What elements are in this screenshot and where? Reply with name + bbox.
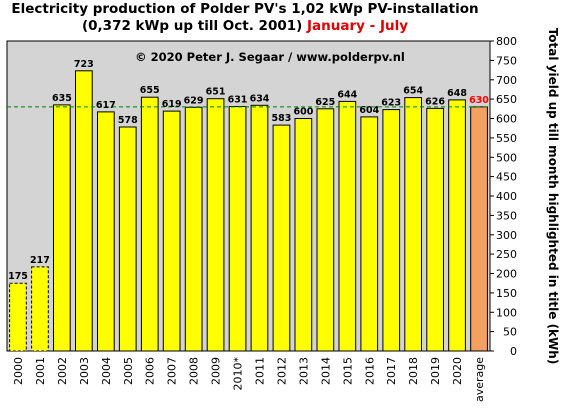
- title-highlight: January - July: [307, 18, 409, 34]
- y-tick-label-700: 700: [496, 74, 517, 87]
- bar-2007: [162, 110, 181, 352]
- y-tick-label-0: 0: [510, 345, 517, 358]
- value-label-2015: 644: [337, 89, 357, 100]
- x-tick-label-2009: 2009: [210, 357, 223, 385]
- bar-2019: [426, 107, 444, 352]
- x-tick-label-2015: 2015: [341, 357, 354, 385]
- x-axis: 2000 2001 2002 2003 2004 2005 2006 2007 2008 2009…: [12, 357, 486, 403]
- x-tick-label-2000: 2000: [12, 357, 25, 385]
- value-label-2009: 651: [206, 87, 226, 98]
- title-line-1: Electricity production of Polder PV's 1,…: [11, 1, 479, 17]
- x-tick-label-2018: 2018: [407, 357, 420, 385]
- x-tick-label-2011: 2011: [254, 357, 267, 385]
- bar-2004: [97, 111, 115, 352]
- y-tick-label-500: 500: [496, 151, 517, 164]
- y-axis-label: Total yield up till month highlighted in…: [546, 28, 560, 365]
- y-tick-label-750: 750: [496, 54, 517, 67]
- x-tick-label-2019: 2019: [429, 357, 442, 385]
- bar-2008: [184, 106, 203, 352]
- bar-2006: [140, 96, 159, 352]
- value-label-2020: 648: [447, 88, 467, 99]
- value-label-2011: 634: [250, 93, 270, 104]
- y-tick-label-100: 100: [496, 306, 517, 319]
- x-tick-label-2014: 2014: [319, 357, 332, 385]
- bar-2016: [360, 116, 379, 352]
- title-line-2-text: (0,372 kWp up till Oct. 2001): [81, 18, 303, 34]
- value-label-2019: 626: [425, 96, 445, 107]
- value-label-2000: 175: [8, 271, 28, 282]
- y-tick-label-400: 400: [496, 190, 517, 203]
- bar-2020: [448, 99, 466, 352]
- y-tick-label-200: 200: [496, 268, 517, 281]
- y-tick-label-550: 550: [496, 132, 517, 145]
- bar-average: [470, 106, 488, 352]
- value-label-2008: 629: [184, 95, 204, 106]
- bar-2009: [206, 98, 225, 352]
- x-tick-label-2004: 2004: [100, 357, 113, 385]
- value-label-2017: 623: [381, 98, 401, 109]
- value-label-2006: 655: [140, 85, 160, 96]
- value-label-2012: 583: [271, 113, 291, 124]
- x-tick-label-2007: 2007: [166, 357, 179, 385]
- y-tick-label-800: 800: [496, 35, 517, 48]
- value-label-2014: 625: [315, 97, 335, 108]
- bar-2017: [382, 109, 401, 352]
- title-line-2: (0,372 kWp up till Oct. 2001) January - …: [0, 18, 490, 35]
- y-tick-label-250: 250: [496, 248, 517, 261]
- bar-2015: [338, 100, 357, 352]
- bar-2014: [316, 108, 335, 352]
- x-tick-label-2006: 2006: [144, 357, 157, 385]
- value-label-2001: 217: [30, 255, 50, 266]
- bar-2003: [75, 70, 93, 352]
- bar-2001: [31, 266, 49, 352]
- y-tick-label-150: 150: [496, 287, 517, 300]
- bar-2002: [53, 104, 71, 352]
- bar-2005: [118, 126, 137, 352]
- value-label-2003: 723: [74, 59, 94, 70]
- x-tick-label-2005: 2005: [122, 357, 135, 385]
- copyright-annotation: © 2020 Peter J. Segaar / www.polderpv.nl: [135, 50, 405, 64]
- y-tick-label-350: 350: [496, 209, 517, 222]
- y-tick-label-50: 50: [503, 326, 517, 339]
- bar-2010: [228, 106, 247, 352]
- x-tick-label-average: average: [473, 357, 486, 402]
- x-tick-label-2002: 2002: [56, 357, 69, 385]
- x-tick-label-2010: 2010*: [232, 357, 245, 391]
- chart-title: Electricity production of Polder PV's 1,…: [0, 1, 490, 35]
- bars-group: [9, 70, 488, 352]
- y-tick-label-650: 650: [496, 93, 517, 106]
- value-label-average: 630: [469, 95, 489, 106]
- bar-2011: [250, 104, 269, 352]
- x-tick-label-2020: 2020: [451, 357, 464, 385]
- y-tick-label-600: 600: [496, 113, 517, 126]
- x-tick-label-2001: 2001: [34, 357, 47, 385]
- x-tick-label-2008: 2008: [188, 357, 201, 385]
- x-tick-label-2012: 2012: [275, 357, 288, 385]
- y-axis: 0 50 100 150 200 250 300 350 400 450 500 550 600 650 7…: [490, 35, 517, 358]
- value-label-2004: 617: [96, 100, 116, 111]
- x-tick-label-2013: 2013: [297, 357, 310, 385]
- bar-2000: [9, 282, 27, 352]
- value-label-2010: 631: [228, 95, 248, 106]
- value-label-2005: 578: [118, 115, 138, 126]
- y-tick-label-450: 450: [496, 171, 517, 184]
- value-label-2018: 654: [403, 86, 423, 97]
- x-tick-label-2016: 2016: [363, 357, 376, 385]
- value-label-2007: 619: [162, 99, 182, 110]
- bar-2013: [294, 118, 313, 352]
- y-tick-label-300: 300: [496, 229, 517, 242]
- value-label-2013: 600: [293, 107, 313, 118]
- value-label-2002: 635: [52, 93, 72, 104]
- bar-2012: [272, 124, 291, 352]
- x-tick-label-2017: 2017: [385, 357, 398, 385]
- bar-2018: [404, 97, 422, 352]
- value-label-2016: 604: [359, 105, 379, 116]
- x-tick-label-2003: 2003: [78, 357, 91, 385]
